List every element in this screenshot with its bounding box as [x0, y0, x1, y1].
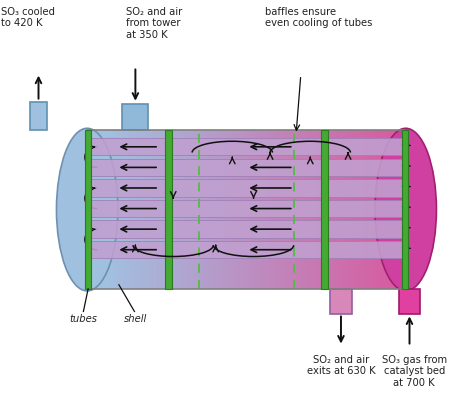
Polygon shape — [399, 289, 420, 313]
Text: SO₃ gas from
catalyst bed
at 700 K: SO₃ gas from catalyst bed at 700 K — [382, 355, 447, 388]
Text: SO₂ and air
from tower
at 350 K: SO₂ and air from tower at 350 K — [126, 7, 182, 40]
Text: tubes: tubes — [69, 313, 97, 323]
Polygon shape — [321, 131, 328, 289]
Polygon shape — [29, 102, 47, 131]
Polygon shape — [88, 179, 405, 197]
Polygon shape — [88, 221, 405, 238]
Text: baffles ensure
even cooling of tubes: baffles ensure even cooling of tubes — [265, 7, 373, 28]
Polygon shape — [87, 131, 92, 289]
Polygon shape — [330, 289, 352, 313]
Ellipse shape — [56, 128, 118, 291]
Polygon shape — [88, 138, 405, 155]
Polygon shape — [401, 131, 408, 289]
Polygon shape — [85, 131, 91, 289]
Polygon shape — [122, 104, 148, 131]
Text: SO₃ cooled
to 420 K: SO₃ cooled to 420 K — [0, 7, 55, 28]
Text: SO₂ and air
exits at 630 K: SO₂ and air exits at 630 K — [307, 355, 375, 376]
Polygon shape — [88, 159, 405, 176]
Polygon shape — [165, 131, 172, 289]
Polygon shape — [88, 241, 405, 259]
Polygon shape — [88, 200, 405, 217]
Ellipse shape — [375, 128, 437, 291]
Text: shell: shell — [124, 313, 147, 323]
Polygon shape — [401, 131, 406, 289]
